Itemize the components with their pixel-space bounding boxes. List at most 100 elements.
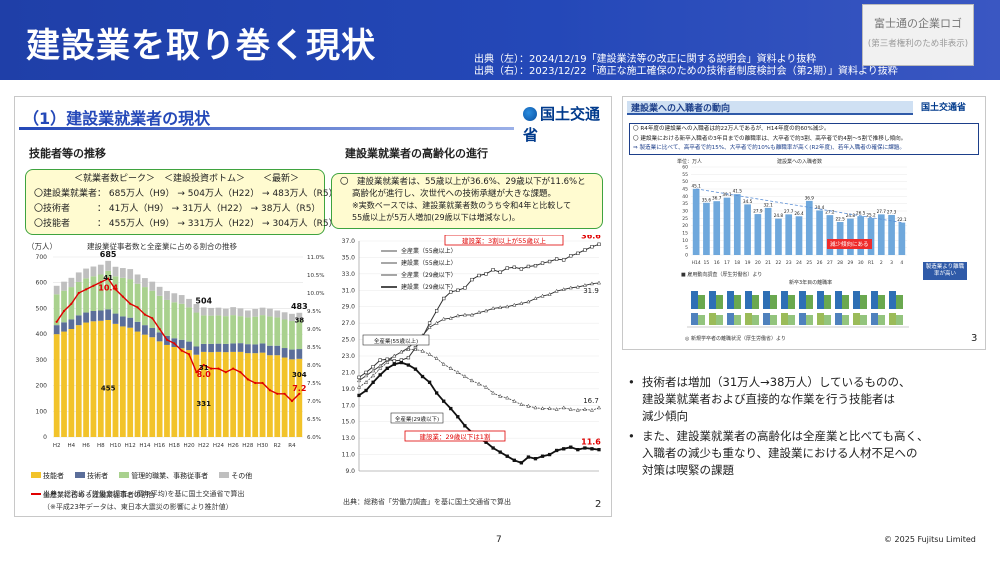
bar-segment — [142, 287, 148, 326]
bar-segment — [296, 358, 303, 437]
share-point — [232, 367, 235, 370]
right-slide-page-number: 3 — [971, 333, 978, 344]
bar-segment — [112, 276, 119, 314]
bar-segment — [53, 285, 60, 295]
inflow-bar — [877, 214, 885, 255]
value-annotation: 304 — [292, 371, 307, 379]
series-point — [582, 283, 587, 287]
left-slide-title: （1）建設業就業者の現状 — [23, 109, 211, 128]
series-point — [512, 265, 516, 269]
bar-segment — [215, 315, 222, 344]
share-point — [107, 277, 110, 280]
bar-segment — [149, 281, 156, 291]
value-annotation: 41 — [103, 274, 113, 282]
series-point — [378, 373, 382, 377]
bar-value-label: 36.7 — [712, 196, 722, 201]
x-tick-label: H14 — [692, 260, 701, 266]
bar-source: ■ 雇用動向調査（厚生労働省）より — [681, 272, 763, 278]
aging-line-2: 高齢化が進行し、次世代への技術承継が大きな課題。 — [352, 189, 557, 199]
legend-skilled: 技能者 — [31, 471, 64, 481]
bar-segment — [274, 310, 281, 318]
share-point — [180, 349, 183, 352]
bar-segment — [222, 316, 229, 344]
bar-segment — [105, 270, 112, 310]
bar-3d — [727, 291, 734, 309]
y-tick-label: 5 — [685, 245, 688, 251]
y2-tick-label: 7.5% — [307, 381, 321, 387]
inflow-bar — [826, 215, 834, 255]
bar-segment — [259, 315, 266, 344]
series-point — [477, 273, 481, 278]
share-point — [129, 302, 132, 305]
bar-value-label: 27.9 — [753, 209, 763, 214]
bar-segment — [156, 341, 163, 437]
inflow-bar — [744, 204, 751, 255]
bar-3d — [745, 291, 752, 309]
bar-segment — [208, 352, 214, 437]
value-annotation: 10.4 — [98, 284, 118, 293]
bar-segment — [97, 274, 104, 311]
bar-segment — [281, 319, 288, 349]
bar-3d — [788, 315, 795, 325]
series-point — [576, 251, 580, 255]
y2-tick-label: 10.5% — [307, 273, 324, 279]
series-point — [469, 312, 474, 317]
y-tick-label: 60 — [682, 165, 688, 171]
chart1-unit: （万人） — [27, 242, 57, 251]
value-annotation: 31 — [199, 364, 209, 372]
bar-segment — [186, 307, 192, 342]
bar-3d — [770, 315, 777, 325]
y-tick-label: 700 — [36, 254, 48, 261]
label-box — [362, 334, 430, 346]
series-point — [576, 447, 580, 452]
value-annotation: 7.2 — [292, 384, 306, 393]
source-left: 出典（左）：2024/12/19「建設業法等の改正に関する説明会」資料より抜粋 — [474, 54, 817, 65]
y-tick-label: 17.0 — [342, 402, 356, 409]
x-tick-label: H10 — [110, 443, 122, 449]
bar-segment — [90, 321, 97, 437]
x-tick-label: H26 — [228, 443, 240, 449]
bar-segment — [244, 353, 251, 437]
series-point — [434, 391, 439, 395]
bar-segment — [237, 308, 244, 317]
inflow-bar — [857, 216, 865, 255]
series-point — [547, 452, 552, 457]
callout-box — [404, 430, 506, 442]
series-point — [413, 367, 418, 371]
bar-segment — [267, 345, 273, 356]
y-tick-label: 15 — [682, 231, 688, 237]
x-tick-label: 30 — [858, 260, 864, 266]
bar-segment — [171, 347, 178, 437]
bar-3d — [817, 291, 824, 309]
bar-segment — [119, 316, 126, 327]
series-point — [371, 365, 375, 369]
series-point — [569, 254, 573, 258]
y-tick-label: 400 — [36, 331, 48, 338]
bar-segment — [83, 312, 89, 323]
bar-segment — [289, 359, 295, 437]
x-tick-label: 17 — [724, 260, 730, 266]
series-point — [596, 405, 602, 410]
share-point — [151, 317, 154, 320]
x-tick-label: H28 — [242, 443, 254, 449]
bar-segment — [97, 310, 104, 321]
series-point — [420, 374, 425, 379]
bar-value-label: 26.4 — [794, 211, 804, 216]
bar-3d — [806, 315, 813, 325]
bar-3d — [896, 295, 903, 309]
inflow-summary-box: 〇 R4年度の建設業への入職者は約22万人であるが、H14年度の約60%減少。 … — [629, 123, 979, 155]
bar-value-label: 27.2 — [825, 210, 835, 215]
bar-segment — [281, 348, 288, 358]
bar-segment — [171, 302, 178, 339]
bar-3d — [889, 313, 896, 325]
series-point — [561, 405, 566, 410]
series-point — [484, 272, 488, 276]
y2-tick-label: 8.0% — [307, 363, 321, 369]
series-point — [575, 284, 580, 289]
bar-segment — [164, 290, 170, 300]
x-tick-label: H14 — [139, 443, 151, 449]
y-tick-label: 500 — [36, 305, 48, 312]
bar-3d — [878, 295, 885, 309]
bar-segment — [296, 349, 303, 359]
bar-segment — [244, 317, 251, 345]
